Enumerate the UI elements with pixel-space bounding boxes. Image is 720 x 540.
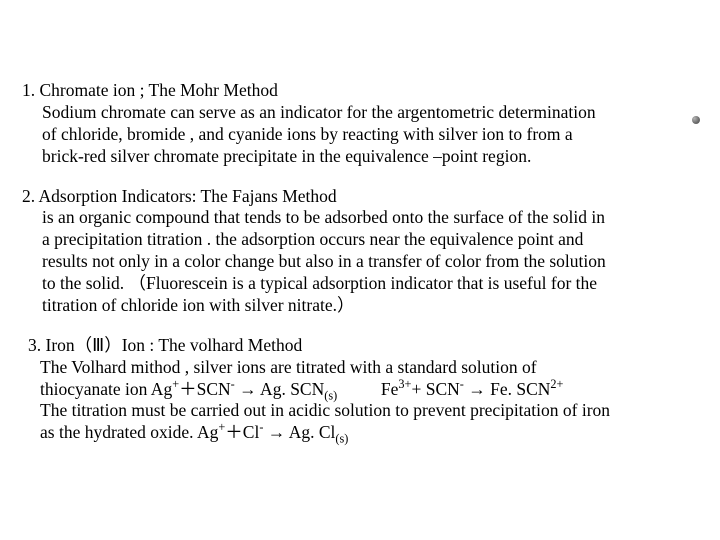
- section-2: 2. Adsorption Indicators: The Fajans Met…: [22, 186, 698, 317]
- section-3-title: 3. Iron（Ⅲ）Ion : The volhard Method: [22, 335, 698, 357]
- section-3-equation-line: thiocyanate ion Ag+＋SCN- → Ag. SCN(s) Fe…: [22, 379, 698, 401]
- slide-content: 1. Chromate ion ; The Mohr Method Sodium…: [0, 0, 720, 482]
- section-1-body-line: Sodium chromate can serve as an indicato…: [22, 102, 698, 124]
- section-1: 1. Chromate ion ; The Mohr Method Sodium…: [22, 80, 698, 168]
- section-3: 3. Iron（Ⅲ）Ion : The volhard Method The V…: [22, 335, 698, 444]
- eq-gap: Fe: [337, 379, 398, 399]
- decorative-bullet: [692, 116, 700, 124]
- section-3-equation-line: as the hydrated oxide. Ag+＋Cl- → Ag. Cl(…: [22, 422, 698, 444]
- section-1-body-line: of chloride, bromide , and cyanide ions …: [22, 124, 698, 146]
- superscript-2plus: 2+: [550, 377, 563, 391]
- section-2-body-line: results not only in a color change but a…: [22, 251, 698, 273]
- eq-text: → Ag. SCN: [235, 379, 324, 399]
- eq-text: + SCN: [411, 379, 459, 399]
- section-1-body-line: brick-red silver chromate precipitate in…: [22, 146, 698, 168]
- eq-text: ＋Cl: [225, 422, 259, 442]
- subscript-s: (s): [335, 432, 348, 446]
- eq-text: thiocyanate ion Ag: [40, 379, 172, 399]
- section-3-body-line: The Volhard mithod , silver ions are tit…: [22, 357, 698, 379]
- eq-text: → Fe. SCN: [464, 379, 551, 399]
- section-2-title: 2. Adsorption Indicators: The Fajans Met…: [22, 186, 698, 208]
- section-1-title: 1. Chromate ion ; The Mohr Method: [22, 80, 698, 102]
- section-2-body-line: a precipitation titration . the adsorpti…: [22, 229, 698, 251]
- section-2-body-line: to the solid. （Fluorescein is a typical …: [22, 273, 698, 295]
- eq-text: as the hydrated oxide. Ag: [40, 422, 218, 442]
- section-2-body-line: is an organic compound that tends to be …: [22, 207, 698, 229]
- eq-text: → Ag. Cl: [263, 422, 335, 442]
- eq-text: ＋SCN: [179, 379, 231, 399]
- section-3-body-line: The titration must be carried out in aci…: [22, 400, 698, 422]
- superscript-3plus: 3+: [398, 377, 411, 391]
- section-2-body-line: titration of chloride ion with silver ni…: [22, 295, 698, 317]
